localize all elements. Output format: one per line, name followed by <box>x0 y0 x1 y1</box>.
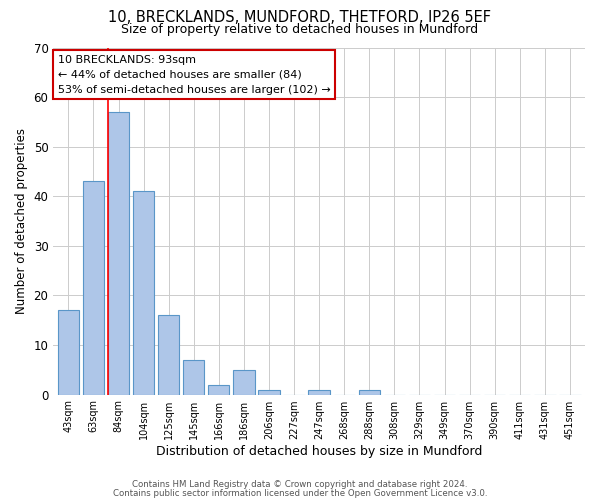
Text: Size of property relative to detached houses in Mundford: Size of property relative to detached ho… <box>121 22 479 36</box>
Text: Contains public sector information licensed under the Open Government Licence v3: Contains public sector information licen… <box>113 489 487 498</box>
Bar <box>359 390 380 394</box>
X-axis label: Distribution of detached houses by size in Mundford: Distribution of detached houses by size … <box>156 444 482 458</box>
Bar <box>158 316 179 394</box>
Text: 10 BRECKLANDS: 93sqm
← 44% of detached houses are smaller (84)
53% of semi-detac: 10 BRECKLANDS: 93sqm ← 44% of detached h… <box>58 55 331 94</box>
Bar <box>108 112 129 395</box>
Bar <box>259 390 280 394</box>
Bar <box>133 192 154 394</box>
Bar <box>83 182 104 394</box>
Bar <box>308 390 330 394</box>
Bar <box>183 360 205 394</box>
Text: Contains HM Land Registry data © Crown copyright and database right 2024.: Contains HM Land Registry data © Crown c… <box>132 480 468 489</box>
Bar <box>208 384 229 394</box>
Bar <box>233 370 254 394</box>
Bar <box>58 310 79 394</box>
Text: 10, BRECKLANDS, MUNDFORD, THETFORD, IP26 5EF: 10, BRECKLANDS, MUNDFORD, THETFORD, IP26… <box>109 10 491 25</box>
Y-axis label: Number of detached properties: Number of detached properties <box>15 128 28 314</box>
